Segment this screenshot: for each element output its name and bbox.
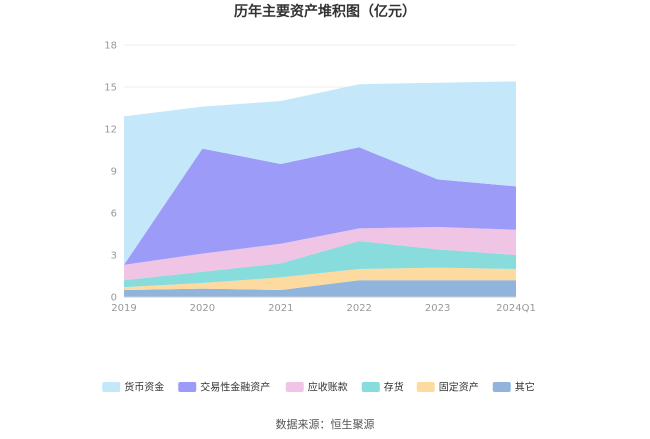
legend-label: 固定资产 <box>439 381 479 394</box>
legend-item[interactable]: 交易性金融资产 <box>178 381 270 394</box>
y-tick-label: 0 <box>111 293 117 304</box>
y-tick-label: 18 <box>104 41 117 52</box>
legend-item[interactable]: 货币资金 <box>102 381 164 394</box>
area-series-2 <box>124 267 516 290</box>
y-tick-label: 6 <box>111 209 117 220</box>
area-layer <box>124 81 516 297</box>
y-tick-label: 12 <box>104 125 117 136</box>
legend-swatch <box>178 382 197 392</box>
area-series-6 <box>124 81 516 265</box>
x-tick-label: 2019 <box>111 303 136 314</box>
legend-label: 其它 <box>515 381 535 394</box>
legend-swatch <box>285 382 304 392</box>
x-tick-label: 2024Q1 <box>496 303 536 314</box>
source-text: 数据来源：恒生聚源 <box>276 417 375 431</box>
area-series-5 <box>124 147 516 265</box>
area-series-1 <box>124 280 516 297</box>
legend-item[interactable]: 固定资产 <box>416 381 479 394</box>
legend-item[interactable]: 其它 <box>492 381 535 394</box>
legend-item[interactable]: 存货 <box>361 381 404 394</box>
area-series-4 <box>124 227 516 281</box>
y-tick-label: 15 <box>104 83 117 94</box>
x-tick-label: 2020 <box>190 303 215 314</box>
legend-item[interactable]: 应收账款 <box>285 381 348 394</box>
legend-swatch <box>416 382 435 392</box>
legend-swatch <box>361 382 380 392</box>
x-tick-label: 2022 <box>346 303 371 314</box>
legend-label: 交易性金融资产 <box>200 381 270 394</box>
legend-label: 货币资金 <box>124 381 164 394</box>
legend-swatch <box>102 382 121 392</box>
legend: 货币资金 交易性金融资产 应收账款 存货 固定资产 其它 <box>102 381 535 394</box>
x-tick-label: 2023 <box>425 303 450 314</box>
chart-title: 历年主要资产堆积图（亿元） <box>234 3 416 20</box>
y-tick-label: 9 <box>111 167 117 178</box>
y-tick-label: 3 <box>111 251 117 262</box>
legend-label: 应收账款 <box>308 381 348 394</box>
legend-swatch <box>492 382 511 392</box>
area-series-3 <box>124 241 516 288</box>
axis-layer: 0 3 6 9 12 15 18 2019 2020 2021 2022 2023 2024Q1 <box>104 41 536 315</box>
x-tick-label: 2021 <box>268 303 293 314</box>
legend-label: 存货 <box>384 381 404 394</box>
